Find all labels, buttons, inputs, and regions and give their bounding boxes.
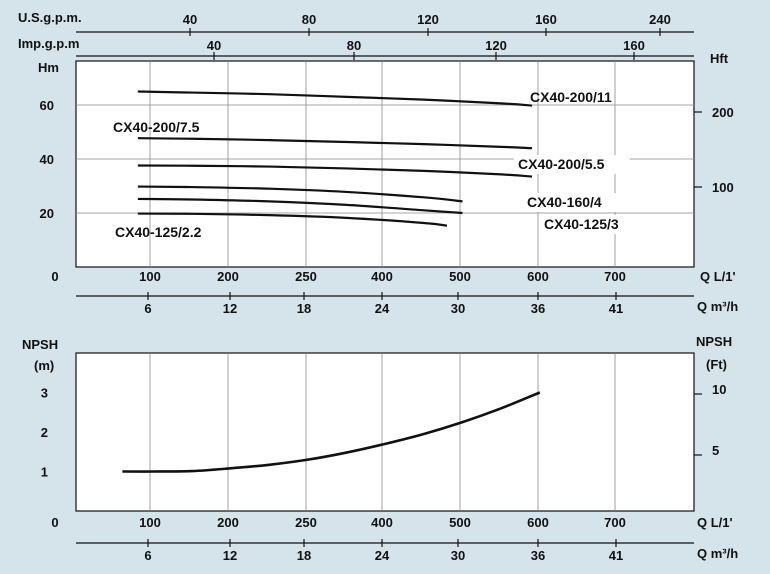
npsh-x-tick-label: 700	[604, 515, 626, 530]
npsh-right-label-1: NPSH	[696, 334, 732, 349]
npsh-m3h-tick-label: 30	[451, 548, 465, 563]
npsh-left-tick-label: 3	[41, 386, 48, 401]
npsh-left-tick-label: 2	[41, 425, 48, 440]
head-right-tick-label: 200	[712, 105, 734, 120]
head-m3h-tick-label: 6	[144, 301, 151, 316]
top-axis-2-tick-label: 40	[207, 38, 221, 53]
npsh-m3h-tick-label: 12	[223, 548, 237, 563]
top-axis-1-tick-label: 120	[417, 12, 439, 27]
head-curves	[137, 90, 533, 227]
top-axis-2-tick-label: 120	[485, 38, 507, 53]
series-label-cx40-125-3: CX40-125/3	[544, 216, 619, 232]
head-m3h-tick-label: 30	[451, 301, 465, 316]
head-x-tick-label: 400	[371, 269, 393, 284]
head-left-tick-label: 20	[40, 206, 54, 221]
series-label-bg	[523, 193, 621, 212]
npsh-m3h-tick-label: 24	[375, 548, 390, 563]
head-curve-cx40-125-2-2	[137, 212, 448, 227]
npsh-x-tick-label: 250	[295, 515, 317, 530]
npsh-bottom-axes: 0 100 200 250 400 500 600 700 Q L/1' 6 12 18 24 30 36 4…	[51, 515, 738, 563]
series-label-cx40-200-5-5: CX40-200/5.5	[518, 156, 605, 172]
head-x-tick-label: 100	[139, 269, 161, 284]
head-curve-cx40-200-5-5	[137, 164, 533, 178]
npsh-right-tick-label: 10	[712, 382, 726, 397]
series-label-bg	[540, 215, 638, 234]
npsh-plot-area	[75, 352, 695, 512]
head-right-axis-label: Hft	[710, 51, 729, 66]
series-label-cx40-125-2-2: CX40-125/2.2	[115, 224, 202, 240]
head-bottom-axes: 0 100 200 250 400 500 600 700 Q L/1' 6 12 18 24 30 36 4…	[51, 269, 738, 316]
head-m3h-tick-label: 18	[297, 301, 311, 316]
npsh-x-tick-label: 400	[371, 515, 393, 530]
npsh-m3h-tick-label: 18	[297, 548, 311, 563]
head-left-tick-label: 60	[40, 98, 54, 113]
top-axis-1-tick-label: 240	[649, 12, 671, 27]
top-axis-1-label: U.S.g.p.m.	[18, 10, 82, 25]
npsh-m3h-tick-label: 6	[144, 548, 151, 563]
head-m3h-tick-label: 41	[609, 301, 623, 316]
head-x-tick-label: 500	[449, 269, 471, 284]
series-label-cx40-200-7-5: CX40-200/7.5	[113, 119, 200, 135]
head-x-tick-label: 700	[604, 269, 626, 284]
npsh-x-tick-label: 200	[217, 515, 239, 530]
head-left-tick-label: 40	[40, 152, 54, 167]
series-labels: CX40-200/11 CX40-200/7.5 CX40-200/5.5 CX40-…	[113, 89, 638, 240]
head-curve-cx40-125-3	[137, 197, 463, 215]
npsh-m3h-tick-label: 36	[531, 548, 545, 563]
top-axis-2-label: Imp.g.p.m	[18, 36, 79, 51]
npsh-left-ticks: 1 2 3	[41, 386, 48, 480]
npsh-x-tick-label: 500	[449, 515, 471, 530]
top-axis-2-tick-label: 80	[347, 38, 361, 53]
head-x-tick-label: 0	[51, 269, 58, 284]
head-m3h-tick-label: 12	[223, 301, 237, 316]
top-axis-1-tick-label: 40	[183, 12, 197, 27]
npsh-x-axis-label: Q L/1'	[697, 515, 733, 530]
head-x-axis-label: Q L/1'	[700, 269, 736, 284]
top-axis-2-tick-label: 160	[623, 38, 645, 53]
head-x-tick-label: 200	[217, 269, 239, 284]
head-x-tick-label: 250	[295, 269, 317, 284]
npsh-x-tick-label: 600	[527, 515, 549, 530]
npsh-m3h-axis-label: Q m³/h	[697, 546, 738, 561]
head-right-tick-label: 100	[712, 180, 734, 195]
npsh-x-tick-label: 100	[139, 515, 161, 530]
head-left-ticks: 20 40 60	[40, 98, 54, 221]
npsh-x-tick-label: 0	[51, 515, 58, 530]
npsh-m3h-tick-label: 41	[609, 548, 623, 563]
npsh-left-tick-label: 1	[41, 465, 48, 480]
head-curve-cx40-160-4	[137, 185, 463, 203]
head-m3h-tick-label: 24	[375, 301, 390, 316]
npsh-right-tick-label: 5	[712, 443, 719, 458]
head-m3h-axis-label: Q m³/h	[697, 299, 738, 314]
series-label-bg	[514, 155, 630, 174]
series-label-cx40-200-11: CX40-200/11	[530, 89, 612, 105]
top-axis-1-tick-label: 160	[535, 12, 557, 27]
head-left-axis-label: Hm	[38, 60, 59, 75]
npsh-curve-line	[122, 391, 541, 473]
npsh-curve	[122, 391, 541, 473]
npsh-gridlines	[149, 353, 616, 511]
head-curve-cx40-200-11	[137, 90, 533, 107]
series-label-cx40-160-4: CX40-160/4	[527, 194, 602, 210]
npsh-left-label-1: NPSH	[22, 337, 58, 352]
npsh-left-label-2: (m)	[34, 358, 54, 373]
head-x-tick-label: 600	[527, 269, 549, 284]
top-axis-1-tick-label: 80	[302, 12, 316, 27]
npsh-right-label-2: (Ft)	[706, 357, 727, 372]
head-m3h-tick-label: 36	[531, 301, 545, 316]
head-curve-cx40-200-7-5	[137, 137, 533, 150]
